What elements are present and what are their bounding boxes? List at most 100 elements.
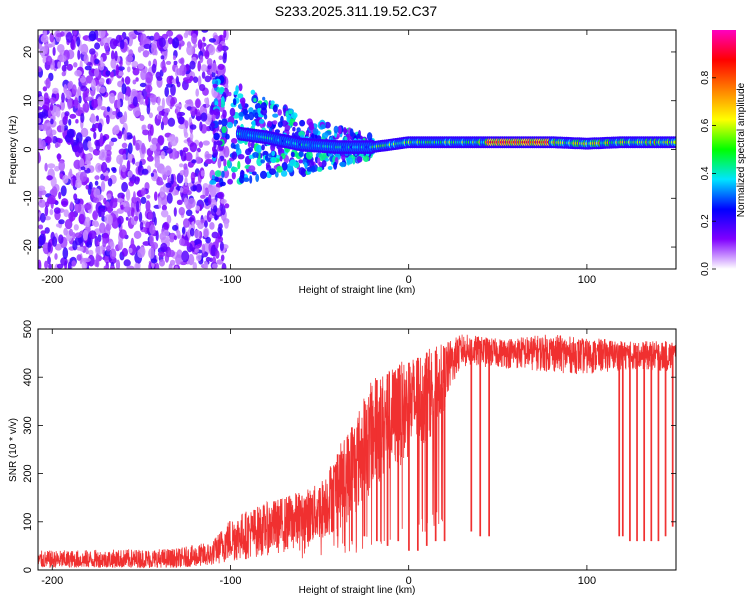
spectrogram-noise-blob	[80, 166, 86, 171]
spectrogram-transition-blob	[212, 146, 216, 153]
spectrogram-noise-blob	[195, 219, 202, 226]
spectrogram-noise-blob	[61, 123, 65, 134]
spectrogram-noise-blob	[175, 76, 179, 85]
spectrogram-noise-blob	[139, 82, 147, 88]
spectrogram-noise-blob	[181, 184, 190, 195]
spectrogram-noise-blob	[185, 99, 193, 105]
spectrogram-noise-blob	[99, 77, 105, 85]
spectrogram-noise-blob	[99, 207, 105, 218]
spectrogram-noise-blob	[44, 42, 49, 55]
spectrogram-noise-blob	[186, 241, 191, 248]
spectrogram-transition-blob	[272, 104, 278, 113]
spectrogram-noise-blob	[211, 263, 218, 269]
spectrogram-noise-blob	[134, 176, 140, 185]
spectrogram-noise-blob	[164, 108, 171, 113]
spectrogram-noise-blob	[167, 37, 173, 45]
spectrogram-noise-blob	[51, 236, 58, 247]
spectrogram-y-tick-label: 20	[22, 46, 34, 58]
spectrogram-noise-blob	[95, 139, 101, 151]
spectrogram-noise-blob	[47, 241, 51, 253]
spectrogram-transition-blob	[261, 144, 265, 151]
spectrogram-noise-blob	[151, 63, 157, 74]
spectrogram-noise-blob	[149, 224, 156, 235]
spectrogram-noise-blob	[83, 53, 89, 65]
spectrogram-noise-blob	[138, 165, 142, 173]
spectrogram-transition-blob	[260, 159, 266, 164]
spectrogram-noise-blob	[137, 63, 145, 70]
spectrogram-noise-blob	[118, 148, 127, 155]
spectrogram-transition-blob	[277, 121, 283, 128]
spectrogram-noise-blob	[203, 261, 209, 269]
spectrogram-noise-blob	[194, 108, 198, 115]
spectrogram-transition-blob	[239, 169, 245, 179]
spectrogram-noise-blob	[38, 111, 46, 118]
spectrogram-transition-blob	[226, 159, 231, 168]
spectrogram-transition-blob	[270, 100, 275, 105]
spectrogram-noise-blob	[159, 186, 165, 198]
spectrogram-noise-blob	[127, 66, 131, 73]
spectrogram-noise-blob	[161, 97, 165, 110]
spectrogram-noise-blob	[147, 212, 153, 220]
spectrogram-noise-blob	[192, 262, 197, 269]
spectrogram-noise-blob	[94, 68, 100, 77]
spectrogram-transition-blob	[316, 166, 323, 172]
spectrogram-noise-blob	[117, 98, 121, 110]
spectrogram-noise-blob	[82, 229, 89, 241]
spectrogram-noise-blob	[61, 71, 66, 77]
spectrogram-noise-blob	[121, 164, 127, 173]
spectrogram-noise-blob	[50, 118, 54, 125]
spectrogram-noise-blob	[189, 142, 198, 153]
spectrogram-x-tick-label: 0	[406, 274, 412, 286]
spectrogram-noise-blob	[168, 263, 173, 269]
spectrogram-transition-blob	[237, 160, 241, 170]
spectrogram-noise-blob	[121, 247, 128, 257]
spectrogram-noise-blob	[120, 204, 124, 210]
spectrogram-noise-blob	[60, 198, 69, 208]
spectrogram-noise-blob	[102, 37, 110, 45]
spectrogram-noise-blob	[169, 237, 175, 243]
spectrogram-noise-blob	[157, 135, 165, 146]
spectrogram-noise-blob	[100, 173, 105, 181]
spectrogram-noise-blob	[176, 230, 181, 239]
spectrogram-noise-blob	[170, 97, 176, 107]
spectrogram-transition-blob	[250, 141, 255, 149]
spectrogram-noise-blob	[195, 156, 202, 164]
spectrogram-noise-blob	[63, 227, 68, 236]
spectrogram-noise-blob	[167, 249, 175, 258]
spectrogram-noise-blob	[109, 265, 116, 269]
spectrogram-noise-blob	[71, 260, 77, 267]
spectrogram-noise-blob	[65, 90, 72, 100]
colorbar-label: Normalized spectral amplitude	[736, 82, 747, 217]
spectrogram-noise-blob	[72, 174, 76, 187]
spectrogram-noise-blob	[222, 52, 227, 64]
spectrogram-noise-blob	[206, 58, 213, 66]
spectrogram-noise-blob	[103, 265, 109, 269]
spectrogram-transition-blob	[220, 181, 226, 187]
spectrogram-noise-blob	[183, 163, 188, 170]
spectrogram-transition-blob	[248, 154, 254, 160]
spectrogram-transition-blob	[343, 128, 348, 134]
spectrogram-noise-blob	[107, 214, 113, 226]
spectrogram-noise-blob	[78, 95, 82, 104]
spectrogram-marks	[38, 30, 676, 269]
spectrogram-noise-blob	[109, 140, 114, 147]
spectrogram-noise-blob	[151, 258, 158, 264]
spectrogram-transition-blob	[362, 155, 370, 163]
spectrogram-noise-blob	[155, 142, 161, 152]
snr-x-tick-label: -200	[41, 575, 63, 587]
spectrogram-noise-blob	[202, 36, 206, 42]
spectrogram-noise-blob	[114, 50, 118, 62]
spectrogram-noise-blob	[174, 190, 179, 196]
spectrogram-noise-blob	[132, 157, 136, 165]
spectrogram-transition-blob	[226, 121, 233, 129]
spectrogram-noise-blob	[132, 96, 138, 107]
spectrogram-noise-blob	[184, 176, 188, 186]
spectrogram-noise-blob	[54, 243, 63, 251]
spectrogram-noise-blob	[212, 34, 220, 46]
spectrogram-noise-blob	[68, 228, 74, 237]
spectrogram-noise-blob	[190, 171, 196, 182]
spectrogram-transition-blob	[299, 119, 306, 127]
spectrogram-y-tick-label: -10	[22, 190, 34, 206]
spectrogram-noise-blob	[94, 58, 100, 65]
